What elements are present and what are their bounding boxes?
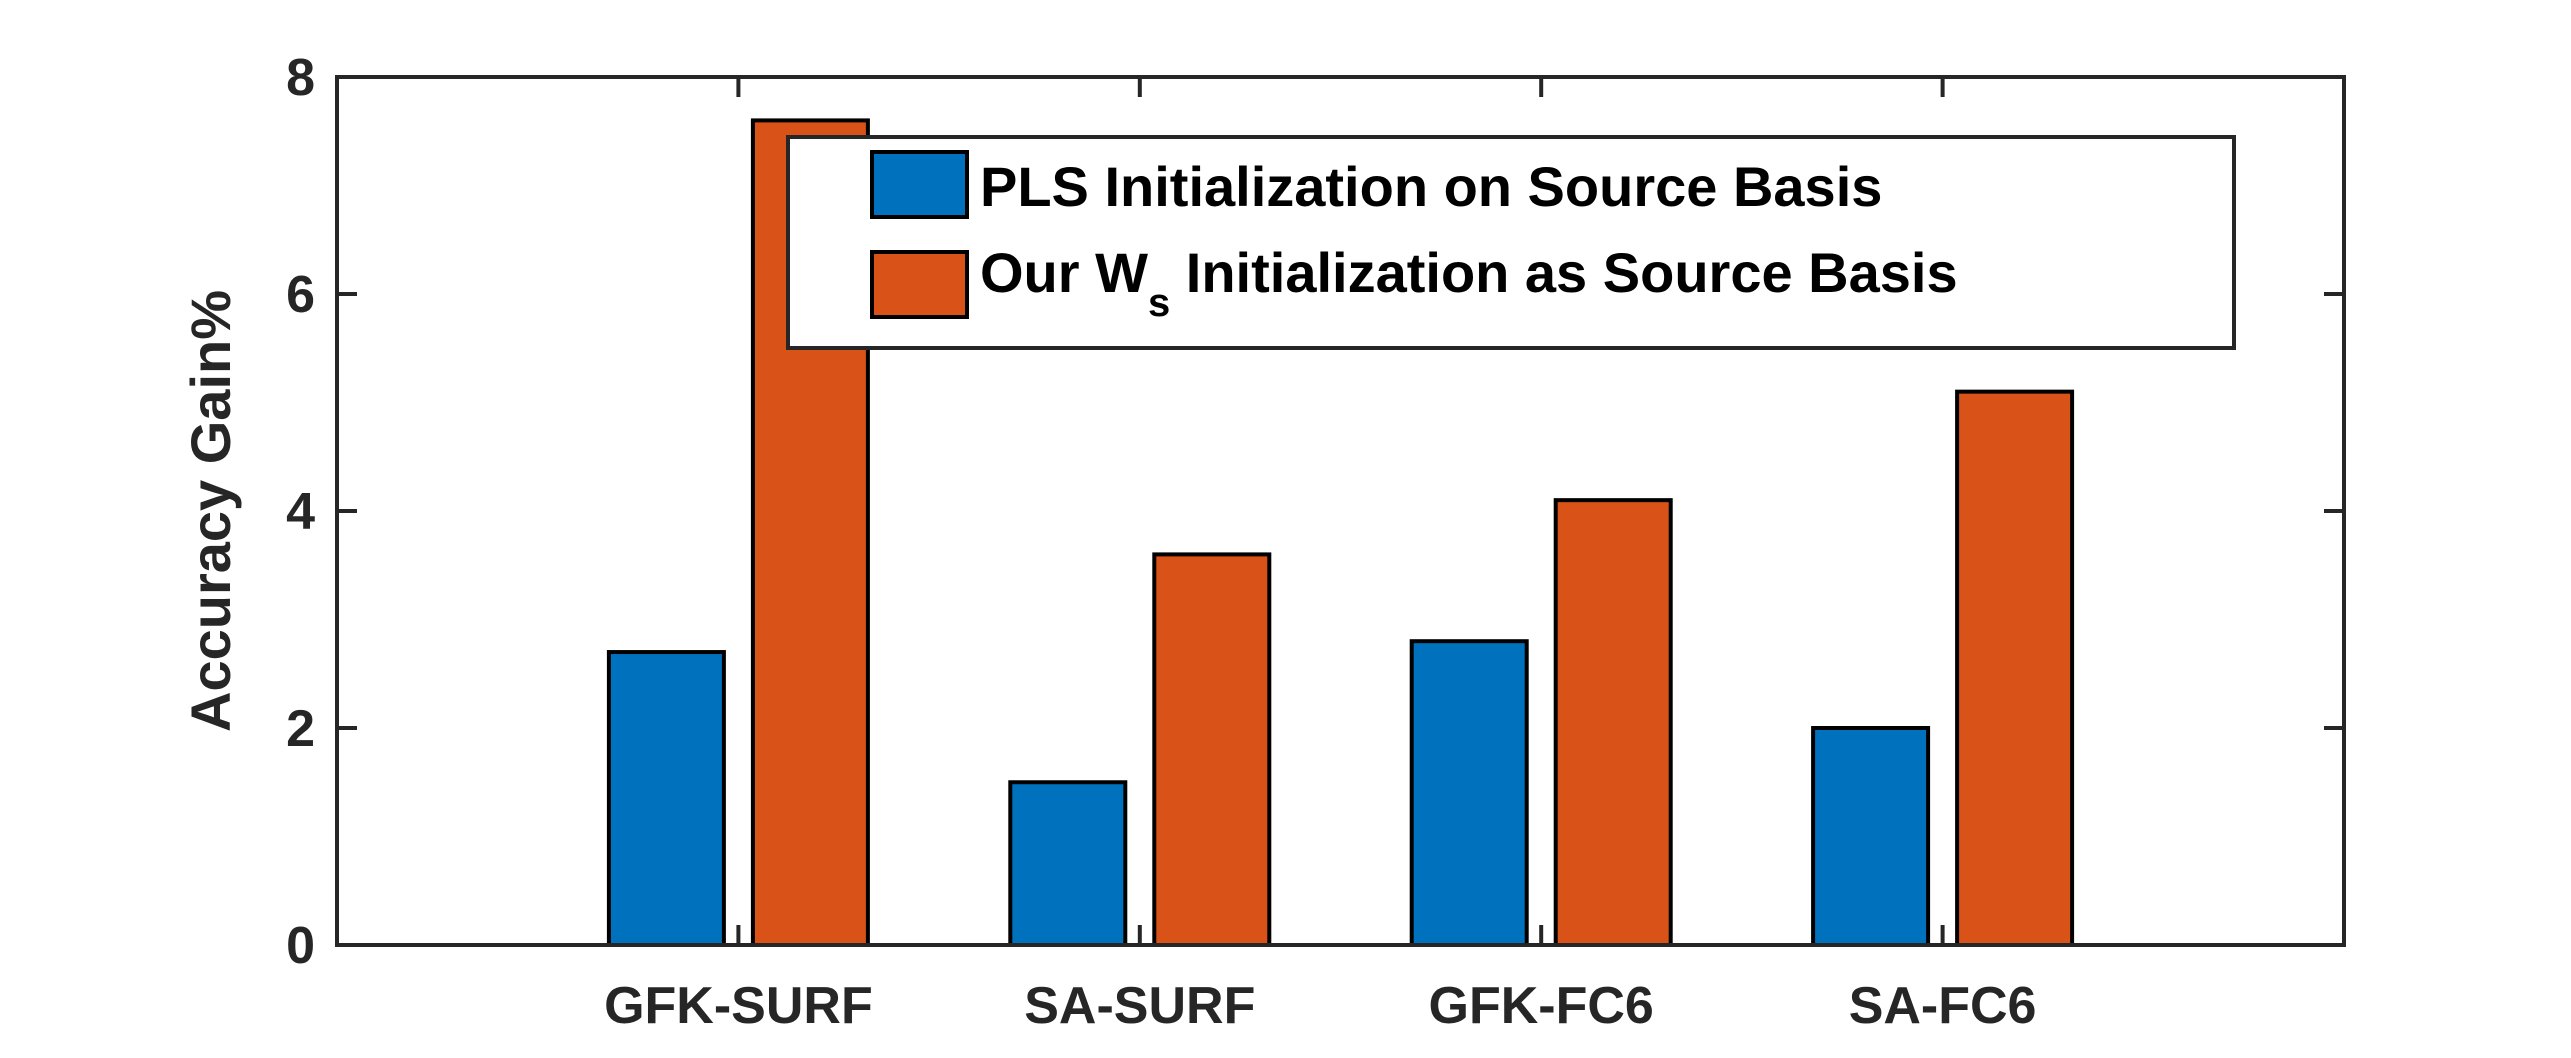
y-axis-label: Accuracy Gain%: [179, 290, 242, 732]
x-tick-labels: GFK-SURF SA-SURF GFK-FC6 SA-FC6: [604, 977, 2036, 1035]
y-tick-label: 0: [286, 917, 315, 975]
legend-swatch-ws: [870, 250, 969, 319]
plot-area-frame: [335, 75, 2346, 947]
x-tick-label: SA-FC6: [1849, 977, 2037, 1035]
x-tick-label: GFK-FC6: [1429, 977, 1654, 1035]
y-tick-label: 6: [286, 266, 315, 324]
axis-ticks-group: [337, 75, 2344, 947]
y-tick-labels: 0 2 4 6 8: [286, 49, 315, 975]
bar-gfk-fc6-series-0: [1409, 639, 1529, 947]
bar-gfk-surf-series-0: [606, 650, 726, 947]
legend-entry-ws: Our Ws Initialization as Source Basis: [980, 241, 1958, 325]
bar-gfk-fc6-series-1: [1553, 498, 1673, 947]
legend-entry-ws-rest: Initialization as Source Basis: [1170, 241, 1957, 304]
y-tick-label: 8: [286, 49, 315, 107]
legend-box: [786, 135, 2236, 350]
legend-entry-pls: PLS Initialization on Source Basis: [980, 155, 1882, 218]
x-tick-label: SA-SURF: [1024, 977, 1255, 1035]
bar-sa-fc6-series-0: [1811, 726, 1931, 947]
y-tick-label: 2: [286, 700, 315, 758]
x-tick-label: GFK-SURF: [604, 977, 873, 1035]
bar-sa-surf-series-1: [1152, 552, 1272, 948]
bar-sa-surf-series-0: [1008, 780, 1128, 947]
bars-group: [606, 118, 2075, 948]
legend-swatch-pls: [870, 150, 969, 219]
bar-sa-fc6-series-1: [1955, 389, 2075, 947]
legend-entry-ws-subscript: s: [1148, 281, 1170, 325]
y-tick-label: 4: [286, 483, 315, 541]
legend-entry-ws-main: Our W: [980, 241, 1148, 304]
legend: PLS Initialization on Source Basis Our W…: [786, 135, 2236, 350]
